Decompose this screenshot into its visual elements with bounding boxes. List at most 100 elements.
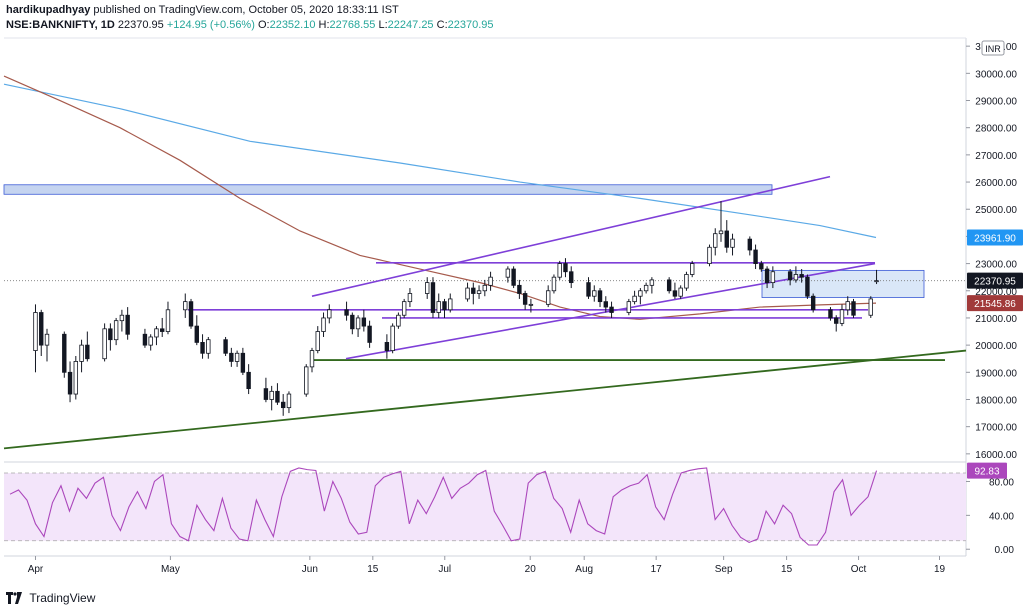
- candle-body[interactable]: [85, 344, 90, 360]
- candle-body[interactable]: [603, 301, 608, 308]
- candle-body[interactable]: [44, 333, 50, 346]
- candle-body[interactable]: [522, 293, 528, 305]
- candle-body[interactable]: [183, 301, 188, 311]
- candle-body[interactable]: [125, 314, 130, 335]
- candle-body[interactable]: [626, 301, 632, 313]
- supply-zone[interactable]: [761, 269, 925, 298]
- candle-body[interactable]: [747, 238, 753, 251]
- candle-body[interactable]: [632, 295, 637, 303]
- candle-body[interactable]: [839, 309, 845, 324]
- candle-body[interactable]: [672, 290, 678, 297]
- candle-body[interactable]: [390, 325, 395, 351]
- candle-body[interactable]: [517, 284, 522, 294]
- candle-body[interactable]: [845, 301, 850, 311]
- candle-body[interactable]: [713, 233, 718, 248]
- candle-body[interactable]: [200, 342, 205, 354]
- candle-body[interactable]: [551, 276, 557, 292]
- candle-body[interactable]: [407, 293, 413, 303]
- candle-body[interactable]: [448, 298, 453, 311]
- candle-body[interactable]: [828, 309, 833, 319]
- candle-body[interactable]: [275, 390, 280, 403]
- candle-body[interactable]: [569, 271, 574, 284]
- candle-body[interactable]: [874, 280, 879, 283]
- candle-body[interactable]: [350, 314, 355, 330]
- candle-body[interactable]: [465, 287, 470, 300]
- candle-body[interactable]: [73, 361, 79, 395]
- candle-body[interactable]: [488, 276, 493, 286]
- candle-body[interactable]: [770, 271, 776, 284]
- candle-body[interactable]: [718, 230, 724, 235]
- candle-body[interactable]: [39, 312, 44, 346]
- candle-body[interactable]: [304, 366, 309, 395]
- candle-body[interactable]: [240, 352, 246, 373]
- candle-body[interactable]: [730, 238, 735, 248]
- candle-body[interactable]: [476, 290, 482, 294]
- candle-body[interactable]: [269, 390, 274, 400]
- candle-body[interactable]: [165, 309, 171, 332]
- candle-body[interactable]: [148, 336, 153, 346]
- candle-body[interactable]: [868, 298, 873, 316]
- candle-body[interactable]: [442, 301, 447, 311]
- candle-body[interactable]: [67, 371, 73, 395]
- candle-body[interactable]: [787, 271, 793, 281]
- rsi-line[interactable]: [9, 467, 878, 546]
- candle-body[interactable]: [724, 230, 729, 248]
- price-chart[interactable]: 31000.0030000.0029000.0028000.0027000.00…: [0, 0, 1024, 590]
- candle-body[interactable]: [142, 333, 148, 346]
- candle-body[interactable]: [206, 339, 211, 354]
- candle-body[interactable]: [425, 282, 430, 294]
- candle-body[interactable]: [684, 274, 689, 289]
- candle-body[interactable]: [361, 317, 367, 327]
- candle-body[interactable]: [759, 263, 764, 270]
- candle-body[interactable]: [563, 263, 568, 273]
- candle-body[interactable]: [764, 268, 770, 284]
- tradingview-brand[interactable]: TradingView: [29, 590, 96, 605]
- long-trendline[interactable]: [3, 349, 967, 450]
- candle-body[interactable]: [482, 284, 488, 292]
- candle-body[interactable]: [223, 339, 228, 354]
- candle-body[interactable]: [108, 328, 113, 341]
- resistance-zone[interactable]: [3, 184, 773, 195]
- candle-body[interactable]: [229, 352, 234, 362]
- candle-body[interactable]: [160, 328, 165, 332]
- candle-body[interactable]: [753, 249, 758, 264]
- candle-body[interactable]: [62, 333, 67, 373]
- candle-body[interactable]: [79, 344, 84, 362]
- candle-body[interactable]: [793, 274, 799, 281]
- candle-body[interactable]: [154, 328, 159, 338]
- candle-body[interactable]: [528, 303, 534, 306]
- candle-body[interactable]: [344, 309, 349, 316]
- ema-long-line[interactable]: [3, 83, 877, 239]
- candle-body[interactable]: [557, 263, 562, 278]
- candle-body[interactable]: [586, 282, 591, 297]
- candle-body[interactable]: [707, 246, 712, 264]
- symbol-name[interactable]: NSE:BANKNIFTY, 1D: [6, 19, 115, 31]
- candle-body[interactable]: [246, 371, 251, 390]
- candle-body[interactable]: [321, 317, 326, 332]
- candle-body[interactable]: [263, 388, 269, 400]
- candle-body[interactable]: [234, 352, 240, 362]
- candle-body[interactable]: [597, 290, 603, 303]
- ema-mid-line[interactable]: [3, 75, 877, 320]
- candle-body[interactable]: [384, 342, 390, 351]
- candle-body[interactable]: [471, 287, 476, 294]
- candle-body[interactable]: [327, 309, 332, 319]
- candle-body[interactable]: [592, 290, 597, 297]
- currency-box[interactable]: [981, 40, 1005, 56]
- candle-body[interactable]: [810, 295, 816, 311]
- candle-body[interactable]: [436, 301, 441, 313]
- candle-body[interactable]: [834, 317, 839, 324]
- channel-upper-line[interactable]: [311, 175, 831, 297]
- candle-body[interactable]: [505, 268, 511, 278]
- candle-body[interactable]: [188, 301, 194, 327]
- candle-body[interactable]: [690, 263, 695, 275]
- candle-body[interactable]: [638, 290, 643, 297]
- candle-body[interactable]: [280, 401, 286, 409]
- candle-body[interactable]: [119, 314, 125, 322]
- candle-body[interactable]: [511, 268, 516, 286]
- candle-body[interactable]: [367, 325, 372, 343]
- candle-body[interactable]: [609, 306, 614, 313]
- candle-body[interactable]: [286, 393, 292, 409]
- candle-body[interactable]: [430, 282, 436, 313]
- candle-body[interactable]: [649, 279, 655, 286]
